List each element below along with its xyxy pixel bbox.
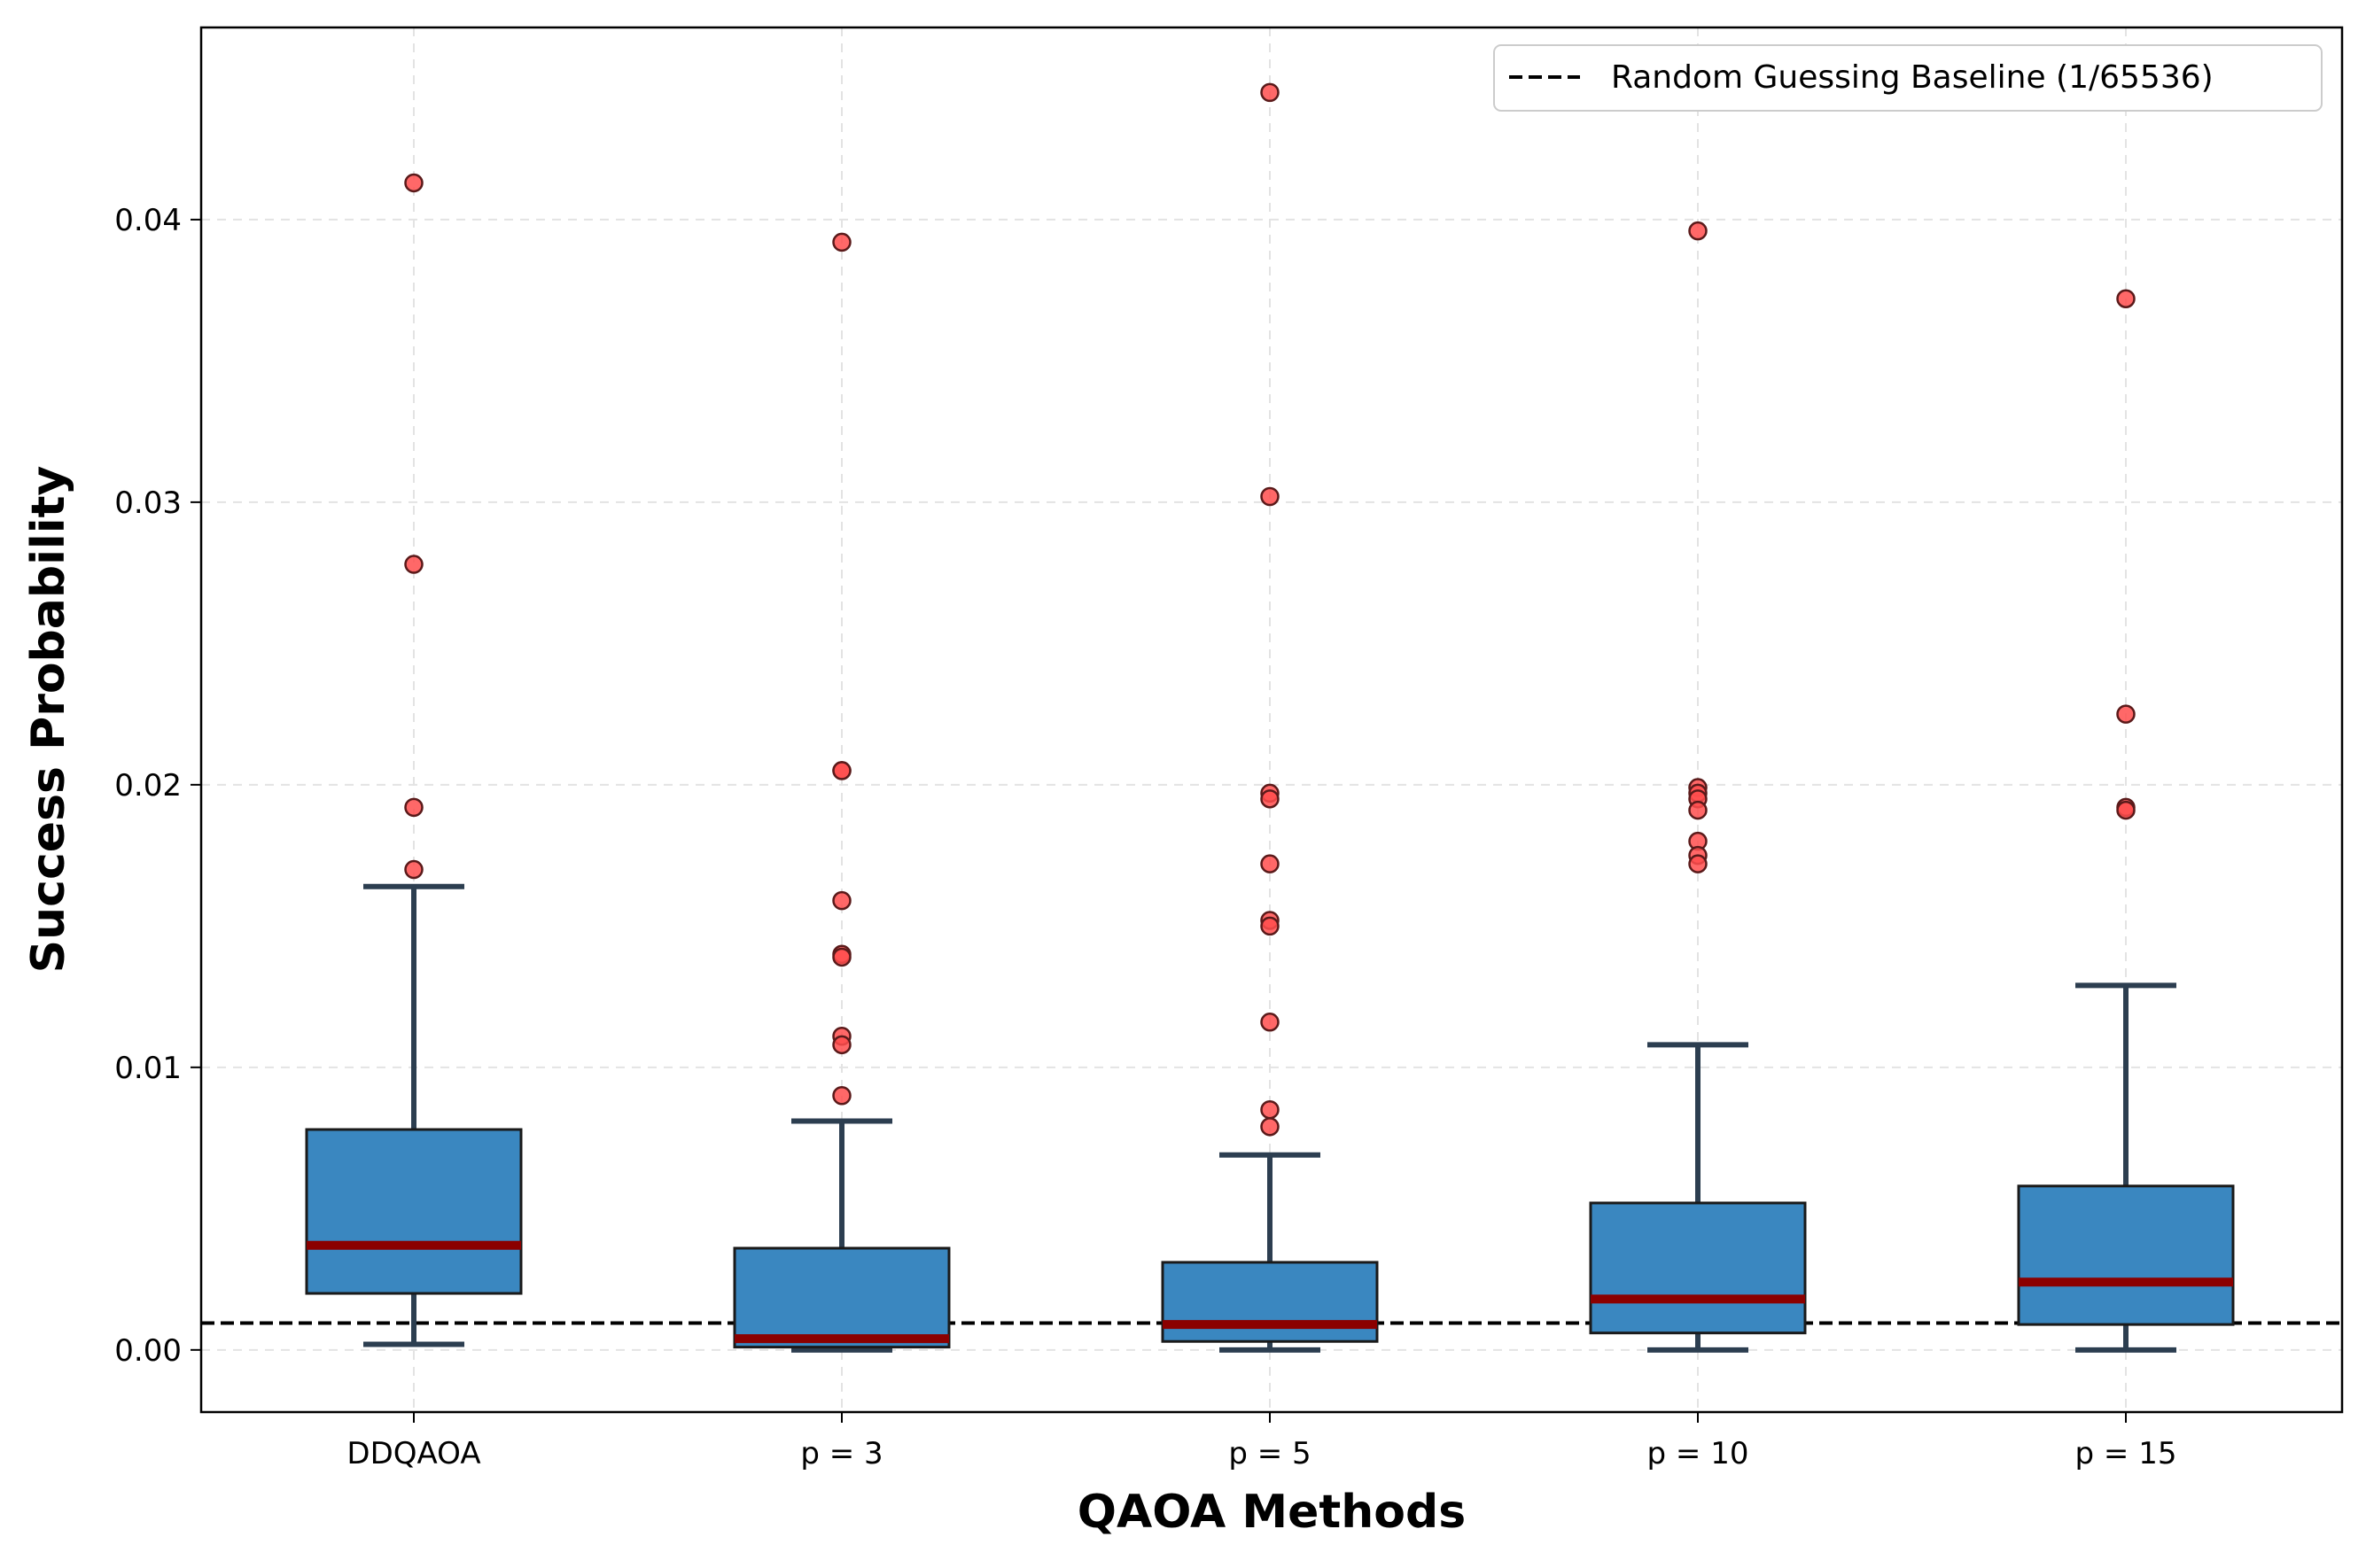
- outlier-point: [832, 232, 852, 252]
- x-axis-title: QAOA Methods: [1078, 1486, 1466, 1539]
- box-iqr: [305, 1128, 523, 1295]
- outlier-point: [832, 1085, 852, 1106]
- box-group: [1589, 221, 1807, 1353]
- outlier-point: [832, 1035, 852, 1055]
- y-tick-label: 0.01: [114, 1051, 182, 1086]
- outlier-point: [2116, 704, 2136, 724]
- y-axis-title: Success Probability: [22, 466, 75, 974]
- y-tick-label: 0.04: [114, 203, 182, 238]
- outlier-point: [1260, 1099, 1280, 1120]
- y-tick-label: 0.02: [114, 768, 182, 803]
- outlier-point: [1688, 854, 1708, 873]
- y-tick-label: 0.00: [114, 1333, 182, 1369]
- box-iqr: [2017, 1184, 2235, 1326]
- box-group: [1161, 82, 1379, 1353]
- outlier-point: [832, 761, 852, 780]
- outlier-point: [832, 947, 852, 967]
- box-group: [733, 232, 951, 1353]
- outlier-point: [1260, 854, 1280, 873]
- x-tick-label: p = 5: [1228, 1436, 1311, 1471]
- legend: Random Guessing Baseline (1/65536): [1493, 44, 2323, 112]
- outlier-point: [2116, 800, 2136, 820]
- ticks: 0.00 0.01 0.02 0.03 0.04 DDQAOA p = 3 p = 5 p = …: [114, 203, 2176, 1471]
- box-group: [305, 173, 523, 1347]
- outlier-point: [1260, 486, 1280, 507]
- x-tick-label: p = 15: [2075, 1436, 2177, 1471]
- outlier-point: [832, 890, 852, 911]
- box-plots: [305, 82, 2235, 1353]
- box-iqr: [733, 1246, 951, 1349]
- plot-frame: [199, 26, 2344, 1414]
- outlier-point: [1260, 82, 1280, 103]
- outlier-point: [2116, 289, 2136, 308]
- outlier-point: [404, 555, 424, 574]
- outlier-point: [404, 797, 424, 818]
- outlier-point: [1688, 221, 1708, 241]
- legend-box: [1493, 44, 2323, 112]
- outlier-point: [1260, 789, 1280, 809]
- outlier-point: [404, 859, 424, 880]
- box-group: [2017, 289, 2235, 1353]
- box-iqr: [1161, 1261, 1379, 1343]
- outlier-point: [1260, 1013, 1280, 1032]
- x-tick-label: p = 10: [1647, 1436, 1749, 1471]
- outlier-point: [1260, 916, 1280, 936]
- box-iqr: [1589, 1201, 1807, 1335]
- outlier-point: [404, 173, 424, 193]
- outlier-point: [1260, 1117, 1280, 1137]
- x-tick-label: p = 3: [800, 1436, 883, 1471]
- legend-baseline-label: Random Guessing Baseline (1/65536): [1611, 59, 2214, 96]
- x-tick-label: DDQAOA: [346, 1436, 480, 1471]
- y-tick-label: 0.03: [114, 485, 182, 521]
- outlier-point: [1688, 800, 1708, 820]
